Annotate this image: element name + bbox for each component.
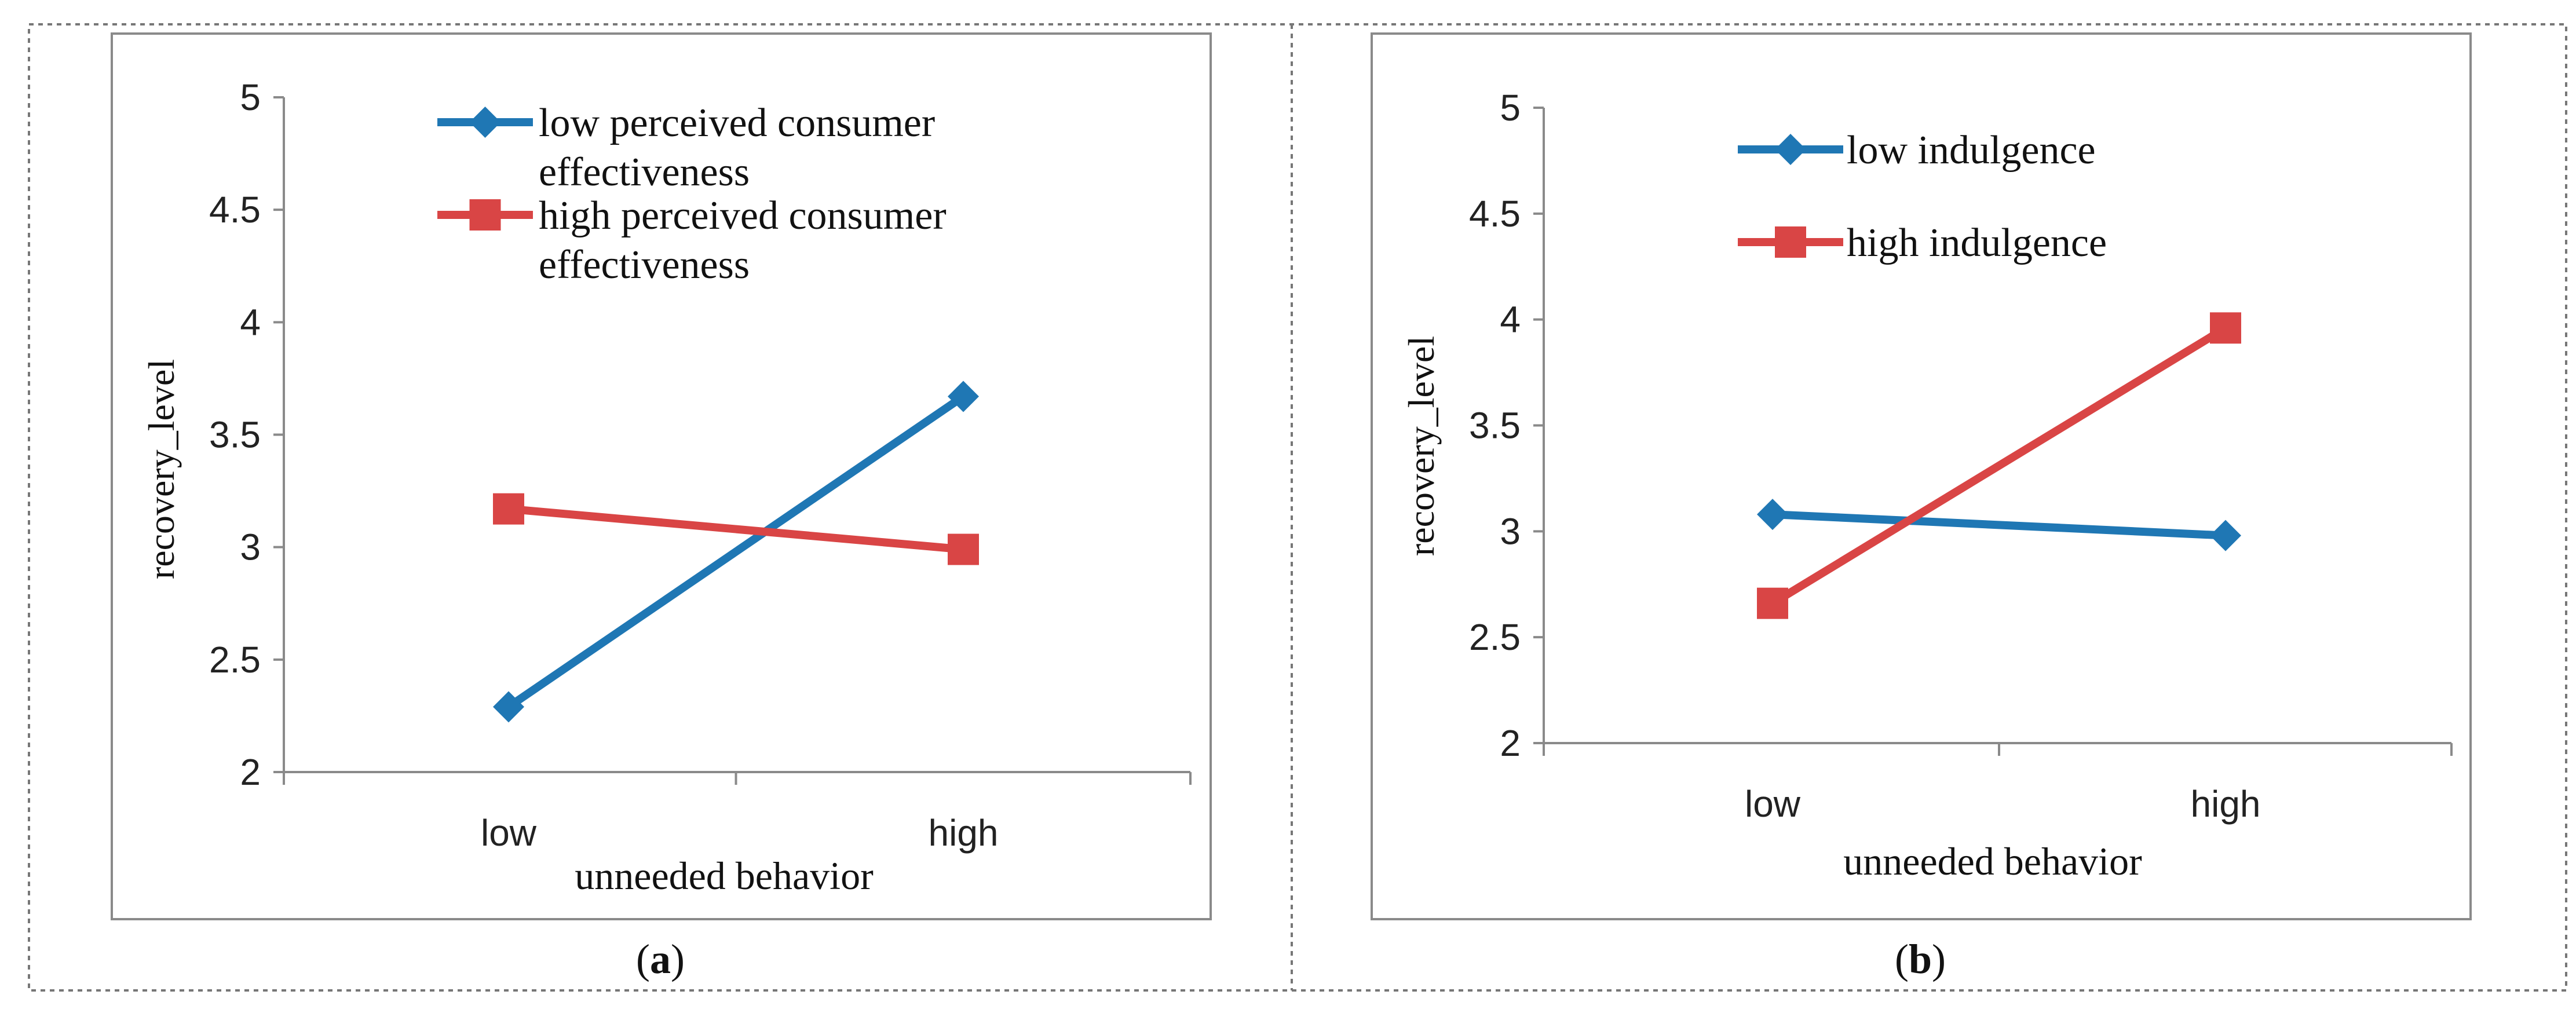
panel-a: recovery_level unneeded behavior (a) 2 2.… xyxy=(111,32,1212,982)
y-tick-label: 2 xyxy=(1500,722,1521,764)
panel-b: recovery_level unneeded behavior (b) 2 2.… xyxy=(1371,32,2472,982)
legend-label: low perceived consumer xyxy=(539,101,935,145)
series-line xyxy=(508,504,964,554)
y-tick-label: 4 xyxy=(240,301,261,343)
panel-b-border xyxy=(1371,32,2472,920)
data-point-square xyxy=(2210,312,2241,344)
y-tick-label: 3 xyxy=(240,526,261,568)
panel-a-caption-letter: a xyxy=(650,936,671,982)
data-point-square xyxy=(948,533,979,565)
y-tick-label: 2.5 xyxy=(1469,616,1521,658)
legend-label: low indulgence xyxy=(1847,128,2096,173)
data-point-diamond xyxy=(1757,499,1788,531)
y-tick-label: 4.5 xyxy=(209,189,261,231)
y-tick-label: 3.5 xyxy=(1469,405,1521,447)
svg-text:(b): (b) xyxy=(1895,936,1946,982)
y-tick-label: 3.5 xyxy=(209,414,261,456)
data-point-square xyxy=(493,493,524,525)
data-point-diamond xyxy=(2210,520,2241,551)
x-tick-label: low xyxy=(481,812,537,854)
data-point-square xyxy=(1757,587,1788,619)
svg-text:(a): (a) xyxy=(636,936,685,982)
legend-marker xyxy=(1775,134,1806,165)
data-point-diamond xyxy=(948,381,979,412)
panel-a-ylabel: recovery_level xyxy=(141,359,182,579)
panel-b-caption-letter: b xyxy=(1909,936,1932,982)
panel-b-xlabel: unneeded behavior xyxy=(1843,839,2142,883)
x-tick-label: high xyxy=(929,812,999,854)
series-line xyxy=(1770,324,2228,607)
legend-label: effectiveness xyxy=(539,243,750,287)
panel-b-caption: (b) xyxy=(1895,936,1946,982)
y-tick-label: 3 xyxy=(1500,510,1521,552)
panel-a-xlabel: unneeded behavior xyxy=(575,854,874,898)
panel-b-ylabel: recovery_level xyxy=(1401,336,1442,556)
legend-marker xyxy=(469,107,501,138)
y-tick-label: 2.5 xyxy=(209,639,261,681)
y-tick-label: 2 xyxy=(240,751,261,793)
data-point-diamond xyxy=(493,691,524,723)
legend-marker xyxy=(1775,226,1806,258)
y-tick-label: 4.5 xyxy=(1469,193,1521,235)
legend-label: high perceived consumer xyxy=(539,193,947,238)
x-tick-label: low xyxy=(1745,783,1801,825)
legend-label: effectiveness xyxy=(539,150,750,195)
legend-label: high indulgence xyxy=(1847,221,2107,265)
panel-a-caption: (a) xyxy=(636,936,685,982)
x-tick-label: high xyxy=(2191,783,2261,825)
y-tick-label: 5 xyxy=(240,76,261,118)
y-tick-label: 4 xyxy=(1500,299,1521,341)
series-line xyxy=(506,393,966,711)
y-tick-label: 5 xyxy=(1500,87,1521,129)
legend-marker xyxy=(469,199,501,231)
series-line xyxy=(1772,510,2226,540)
